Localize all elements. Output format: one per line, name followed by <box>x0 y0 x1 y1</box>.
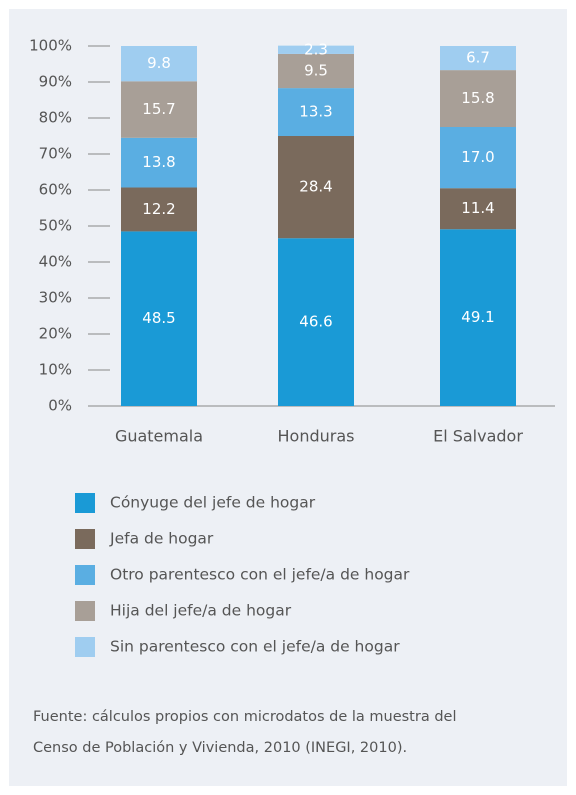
value-label: 46.6 <box>299 313 332 331</box>
legend-label: Hija del jefe/a de hogar <box>110 602 292 620</box>
x-tick-label: Honduras <box>278 427 355 446</box>
y-tick-label: 60% <box>39 181 72 199</box>
bar-segment <box>440 127 516 189</box>
y-tick-label: 0% <box>48 397 72 415</box>
y-tick-label: 20% <box>39 325 72 343</box>
bar-segment <box>121 46 197 82</box>
bar-segment <box>440 70 516 127</box>
legend-swatch <box>75 601 95 621</box>
value-label: 13.8 <box>142 153 175 171</box>
y-tick-label: 40% <box>39 253 72 271</box>
value-label: 9.5 <box>304 62 328 80</box>
y-tick-label: 50% <box>39 217 72 235</box>
y-tick-label: 30% <box>39 289 72 307</box>
value-label: 12.2 <box>142 200 175 218</box>
value-label: 15.7 <box>142 100 175 118</box>
bar-segment <box>440 46 516 71</box>
x-tick-label: Guatemala <box>115 427 203 446</box>
bar-segment <box>278 136 354 239</box>
y-tick-label: 80% <box>39 109 72 127</box>
y-tick-label: 100% <box>29 37 72 55</box>
bar-segment <box>278 238 354 406</box>
bar-segment <box>278 53 354 89</box>
bar-segment <box>121 137 197 188</box>
legend-swatch <box>75 493 95 513</box>
legend-label: Jefa de hogar <box>109 530 214 548</box>
bar-segment <box>121 187 197 232</box>
legend-label: Cónyuge del jefe de hogar <box>110 494 316 512</box>
bar-segment <box>440 188 516 230</box>
value-label: 11.4 <box>461 199 494 217</box>
legend-swatch <box>75 529 95 549</box>
x-tick-label: El Salvador <box>433 427 523 446</box>
value-label: 6.7 <box>466 49 490 67</box>
bar-segment <box>278 88 354 136</box>
legend-swatch <box>75 565 95 585</box>
value-label: 15.8 <box>461 89 494 107</box>
legend-label: Sin parentesco con el jefe/a de hogar <box>110 638 400 656</box>
y-tick-label: 10% <box>39 361 72 379</box>
bar-segment <box>121 231 197 406</box>
legend-swatch <box>75 637 95 657</box>
source-line: Censo de Población y Vivienda, 2010 (INE… <box>33 740 407 756</box>
bar-segment <box>121 81 197 138</box>
value-label: 28.4 <box>299 178 332 196</box>
y-tick-label: 70% <box>39 145 72 163</box>
value-label: 17.0 <box>461 148 494 166</box>
y-tick-label: 90% <box>39 73 72 91</box>
bar-segment <box>278 45 354 54</box>
value-label: 48.5 <box>142 309 175 327</box>
value-label: 49.1 <box>461 308 494 326</box>
bar-segment <box>440 229 516 406</box>
source-line: Fuente: cálculos propios con microdatos … <box>33 709 456 725</box>
value-label: 2.3 <box>304 40 328 58</box>
legend-label: Otro parentesco con el jefe/a de hogar <box>110 566 410 584</box>
value-label: 13.3 <box>299 103 332 121</box>
value-label: 9.8 <box>147 54 171 72</box>
